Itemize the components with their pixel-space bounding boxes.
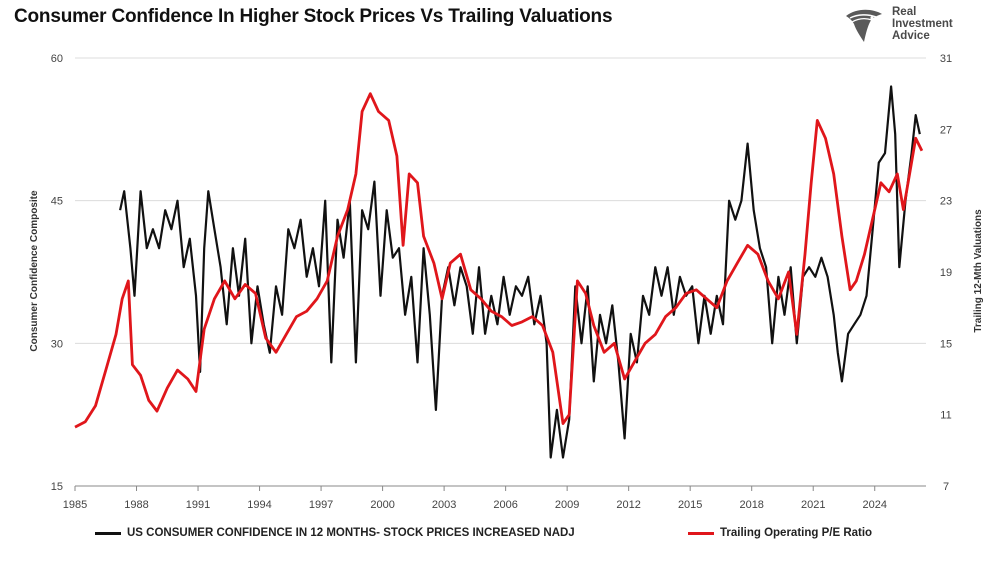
x-tick-label: 1988 — [124, 499, 148, 511]
x-tick-label: 2021 — [801, 499, 825, 511]
x-tick-label: 2003 — [432, 499, 456, 511]
y-left-tick-label: 30 — [51, 338, 63, 350]
y-right-tick-label: 19 — [940, 267, 952, 279]
chart-area: 15 30 45 60 7 11 15 19 23 27 31 1985 1988 1991 1994 199… — [29, 53, 984, 511]
y-axis-left-label: Consumer Confidence Composite — [29, 190, 40, 352]
x-tick-label: 2000 — [370, 499, 394, 511]
legend-swatch-black — [95, 531, 121, 535]
x-tick-label: 1985 — [63, 499, 87, 511]
y-left-tick-label: 15 — [51, 481, 63, 493]
y-right-tick-label: 31 — [940, 53, 952, 65]
legend-label-confidence: US CONSUMER CONFIDENCE IN 12 MONTHS- STO… — [127, 527, 575, 539]
x-tick-label: 1994 — [247, 499, 271, 511]
legend-swatch-red — [688, 531, 714, 535]
brand-line-3: Advice — [892, 30, 930, 42]
chart-title: Consumer Confidence In Higher Stock Pric… — [14, 6, 613, 27]
eagle-head-icon — [846, 9, 882, 43]
y-left-tick-label: 45 — [51, 196, 63, 208]
legend-item-confidence: US CONSUMER CONFIDENCE IN 12 MONTHS- STO… — [95, 527, 575, 539]
x-tick-label: 2024 — [862, 499, 886, 511]
x-tick-label: 2015 — [678, 499, 702, 511]
x-tick-label: 2006 — [493, 499, 517, 511]
brand-line-2: Investment — [892, 18, 953, 30]
brand-logo: Real Investment Advice — [842, 4, 992, 52]
legend-label-pe: Trailing Operating P/E Ratio — [720, 527, 873, 539]
y-right-tick-label: 23 — [940, 196, 952, 208]
y-right-tick-label: 7 — [943, 481, 949, 493]
brand-line-1: Real — [892, 6, 917, 18]
brand-name: Real Investment Advice — [892, 6, 953, 42]
x-tick-label: 2018 — [739, 499, 763, 511]
y-left-tick-label: 60 — [51, 53, 63, 65]
chart-legend: US CONSUMER CONFIDENCE IN 12 MONTHS- STO… — [95, 527, 975, 547]
legend-item-pe: Trailing Operating P/E Ratio — [688, 527, 872, 539]
x-tick-label: 2009 — [555, 499, 579, 511]
series-line-pe-ratio — [74, 92, 924, 429]
y-axis-right-label: Trailing 12-Mth Valuations — [973, 209, 984, 333]
x-tick-label: 1991 — [186, 499, 210, 511]
x-tick-label: 2012 — [616, 499, 640, 511]
series-lines — [74, 85, 924, 459]
y-right-tick-label: 15 — [940, 338, 952, 350]
y-right-tick-label: 27 — [940, 124, 952, 136]
y-right-tick-label: 11 — [940, 410, 951, 422]
x-tick-label: 1997 — [309, 499, 333, 511]
series-line-consumer-confidence — [119, 85, 921, 459]
axes: 15 30 45 60 7 11 15 19 23 27 31 1985 1988 1991 1994 199… — [51, 53, 952, 511]
